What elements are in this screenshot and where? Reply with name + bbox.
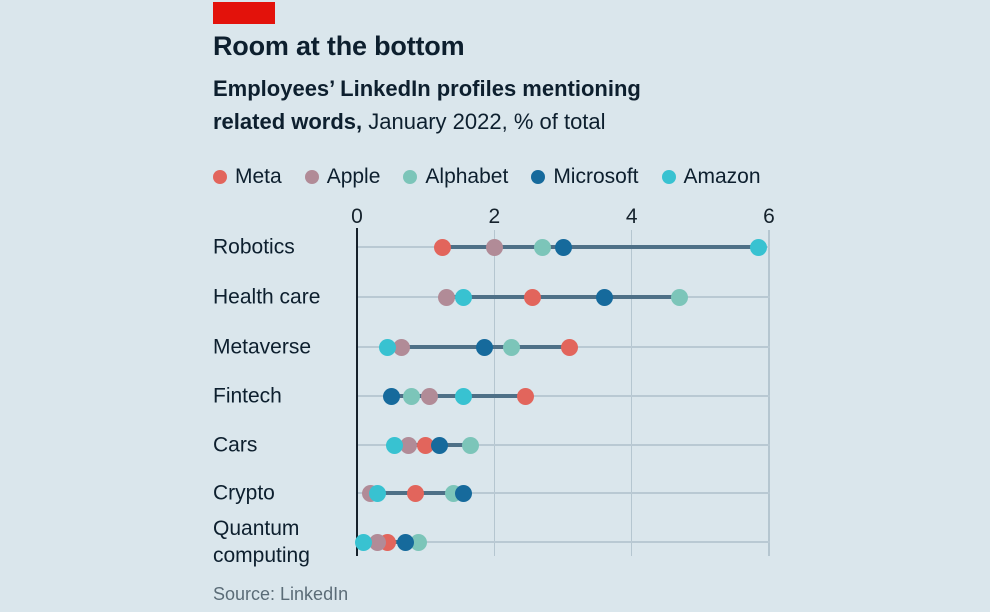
- legend-label-apple: Apple: [326, 165, 381, 188]
- category-label-robotics: Robotics: [213, 235, 295, 259]
- dot-amazon-quantum-computing: [355, 533, 373, 551]
- row-line-fintech: [357, 395, 770, 397]
- legend-item-apple: Apple: [304, 165, 381, 189]
- dot-alphabet-cars: [461, 436, 479, 454]
- x-axis-tick-label-6: 6: [763, 205, 775, 228]
- gridline-x-2: [493, 230, 496, 556]
- legend-dot-amazon: [661, 170, 676, 184]
- category-label-quantum-computing: Quantum computing: [213, 517, 310, 567]
- dot-meta-health-care: [523, 288, 541, 306]
- economist-red-tab: [213, 2, 275, 24]
- range-line-health-care: [446, 295, 680, 299]
- dot-apple-robotics: [485, 238, 503, 256]
- chart-title: Room at the bottom: [213, 31, 465, 61]
- dot-alphabet-metaverse: [503, 338, 520, 356]
- chart-subtitle: Employees’ LinkedIn profiles mentioning …: [213, 72, 733, 138]
- dot-alphabet-quantum-computing: [410, 533, 428, 551]
- legend-dot-meta: [213, 170, 227, 184]
- row-line-crypto: [357, 492, 770, 494]
- x-axis-tick-label-0: 0: [351, 205, 363, 228]
- dot-apple-health-care: [437, 288, 455, 306]
- dot-alphabet-health-care: [671, 288, 689, 306]
- category-label-metaverse: Metaverse: [213, 335, 312, 359]
- subtitle-line1: Employees’ LinkedIn profiles mentioning: [213, 76, 641, 101]
- dot-meta-metaverse: [561, 338, 579, 356]
- dot-apple-cars: [400, 436, 417, 454]
- dot-amazon-robotics: [750, 238, 768, 256]
- legend-dot-apple: [304, 170, 319, 184]
- category-label-health-care: Health care: [213, 285, 321, 309]
- dot-alphabet-robotics: [533, 238, 551, 256]
- legend-label-alphabet: Alphabet: [425, 165, 509, 188]
- x-axis-tick-label-2: 2: [488, 205, 501, 228]
- dot-meta-robotics: [434, 238, 452, 256]
- y-axis-baseline: [355, 228, 359, 556]
- dot-microsoft-robotics: [554, 238, 572, 256]
- gridline-x-6: [768, 230, 770, 556]
- gridline-x-4: [630, 230, 633, 556]
- dot-amazon-health-care: [454, 288, 472, 306]
- source-note: Source: LinkedIn: [213, 584, 349, 604]
- legend-item-alphabet: Alphabet: [403, 165, 508, 189]
- legend-label-meta: Meta: [235, 165, 282, 188]
- subtitle-line2-bold: related words,: [213, 109, 363, 134]
- dot-microsoft-metaverse: [475, 338, 493, 356]
- range-line-robotics: [442, 245, 759, 249]
- dot-microsoft-cars: [430, 436, 448, 454]
- category-label-cars: Cars: [213, 433, 258, 457]
- legend-dot-alphabet: [403, 170, 418, 184]
- legend-label-microsoft: Microsoft: [553, 165, 639, 188]
- dot-apple-fintech: [420, 387, 438, 405]
- dot-alphabet-fintech: [403, 387, 421, 405]
- x-axis-tick-label-4: 4: [625, 205, 638, 228]
- dot-microsoft-fintech: [382, 387, 400, 405]
- dot-meta-fintech: [516, 387, 534, 405]
- dot-microsoft-health-care: [595, 288, 613, 306]
- row-line-cars: [357, 444, 770, 446]
- legend: Meta Apple Alphabet Microsoft Amazon: [213, 165, 761, 189]
- row-line-quantum-computing: [357, 541, 770, 543]
- dot-apple-quantum-computing: [369, 533, 387, 551]
- legend-item-meta: Meta: [213, 165, 282, 189]
- dot-amazon-fintech: [454, 387, 472, 405]
- subtitle-line2-regular: January 2022, % of total: [368, 109, 606, 134]
- dot-amazon-cars: [386, 436, 404, 454]
- dot-meta-cars: [417, 436, 435, 454]
- legend-dot-microsoft: [531, 170, 546, 184]
- legend-label-amazon: Amazon: [683, 165, 761, 188]
- dot-microsoft-crypto: [454, 484, 472, 502]
- legend-item-microsoft: Microsoft: [531, 165, 639, 189]
- dot-amazon-metaverse: [379, 338, 397, 356]
- category-label-crypto: Crypto: [213, 481, 275, 505]
- legend-item-amazon: Amazon: [661, 165, 761, 189]
- dot-apple-metaverse: [393, 338, 411, 356]
- category-label-fintech: Fintech: [213, 384, 282, 408]
- dot-meta-crypto: [406, 484, 424, 502]
- dot-amazon-crypto: [369, 484, 387, 502]
- dot-microsoft-quantum-computing: [396, 533, 414, 551]
